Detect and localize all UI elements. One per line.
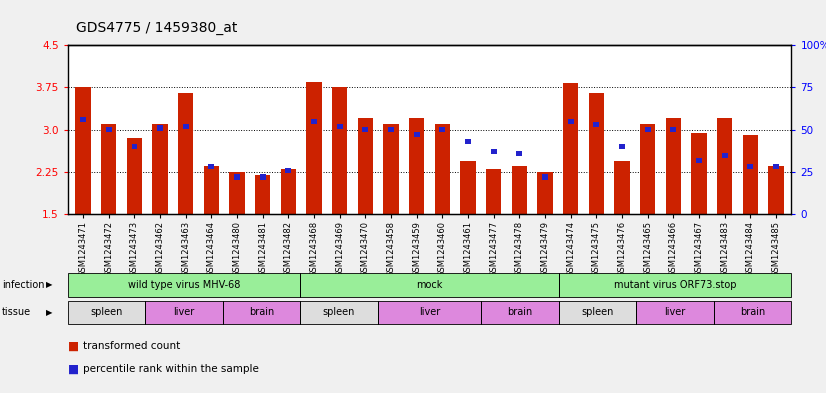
Bar (537, 172, 553, 214)
Bar (465, 139, 471, 144)
Bar (230, 172, 244, 214)
Bar (619, 144, 625, 149)
Bar (131, 144, 137, 149)
Text: ■: ■ (68, 363, 78, 376)
Text: mock: mock (416, 280, 443, 290)
Text: GDS4775 / 1459380_at: GDS4775 / 1459380_at (76, 21, 237, 35)
Text: percentile rank within the sample: percentile rank within the sample (83, 364, 259, 375)
Text: wild type virus MHV-68: wild type virus MHV-68 (128, 280, 240, 290)
Bar (255, 175, 270, 214)
Bar (773, 164, 779, 169)
Bar (80, 117, 86, 122)
Text: infection: infection (2, 280, 44, 290)
Bar (311, 119, 317, 124)
Bar (434, 124, 450, 214)
Bar (208, 164, 214, 169)
Text: spleen: spleen (90, 307, 123, 318)
Bar (671, 127, 676, 132)
Text: ■: ■ (68, 339, 78, 353)
Bar (486, 169, 501, 214)
Text: spleen: spleen (582, 307, 614, 318)
Text: ▶: ▶ (46, 281, 53, 289)
Bar (414, 132, 420, 137)
Bar (748, 164, 753, 169)
Bar (106, 127, 112, 132)
Text: tissue: tissue (2, 307, 31, 318)
Bar (388, 127, 394, 132)
Bar (696, 158, 702, 163)
Bar (743, 135, 758, 214)
Bar (75, 87, 91, 214)
Bar (567, 119, 573, 124)
Bar (516, 151, 522, 156)
Text: liver: liver (173, 307, 195, 318)
Bar (260, 174, 266, 180)
Bar (589, 93, 604, 214)
Bar (640, 124, 655, 214)
Bar (126, 138, 142, 214)
Text: spleen: spleen (323, 307, 355, 318)
Text: brain: brain (507, 307, 533, 318)
Bar (768, 166, 784, 214)
Bar (337, 124, 343, 129)
Bar (439, 127, 445, 132)
Text: liver: liver (419, 307, 440, 318)
Bar (153, 124, 168, 214)
Bar (281, 169, 296, 214)
Bar (332, 87, 348, 214)
Bar (234, 174, 240, 180)
Bar (157, 125, 163, 130)
Text: brain: brain (740, 307, 765, 318)
Bar (491, 149, 496, 154)
Bar (306, 82, 322, 214)
Bar (615, 161, 629, 214)
Bar (593, 122, 599, 127)
Bar (666, 118, 681, 214)
Bar (717, 118, 733, 214)
Bar (358, 118, 373, 214)
Bar (178, 93, 193, 214)
Bar (183, 124, 188, 129)
Bar (722, 152, 728, 158)
Bar (383, 124, 399, 214)
Bar (563, 83, 578, 214)
Bar (460, 161, 476, 214)
Bar (511, 166, 527, 214)
Bar (286, 168, 292, 173)
Bar (409, 118, 425, 214)
Text: ▶: ▶ (46, 308, 53, 317)
Bar (542, 174, 548, 180)
Bar (204, 166, 219, 214)
Bar (101, 124, 116, 214)
Bar (363, 127, 368, 132)
Text: transformed count: transformed count (83, 341, 180, 351)
Text: liver: liver (664, 307, 686, 318)
Bar (691, 132, 706, 214)
Bar (645, 127, 651, 132)
Text: brain: brain (249, 307, 274, 318)
Text: mutant virus ORF73.stop: mutant virus ORF73.stop (614, 280, 736, 290)
